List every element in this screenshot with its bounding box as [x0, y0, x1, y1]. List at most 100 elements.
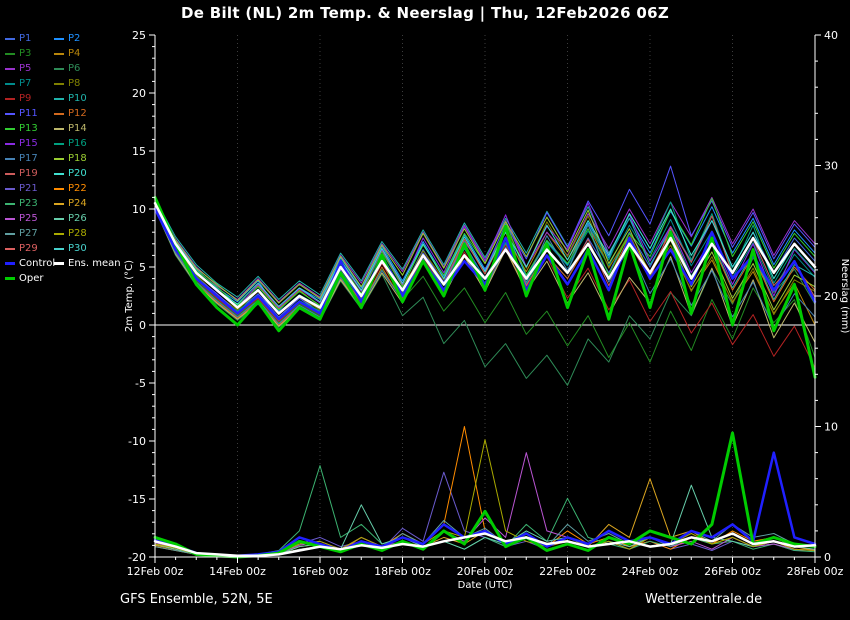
legend-swatch	[54, 143, 64, 145]
legend-label: Control	[19, 258, 55, 269]
axis-label-text: Date (UTC)	[458, 580, 513, 591]
legend-item-p8: P8	[54, 76, 155, 91]
legend-label: P14	[68, 123, 87, 134]
axis-label-text: 14Feb 00z	[209, 565, 266, 578]
legend-swatch	[5, 98, 15, 100]
legend-item-p16: P16	[54, 136, 155, 151]
legend-label: P5	[19, 63, 31, 74]
legend-label: P1	[19, 33, 31, 44]
legend-item-p23: P23	[5, 196, 52, 211]
legend-item-p27: P27	[5, 226, 52, 241]
legend-swatch	[5, 143, 15, 145]
legend-swatch	[54, 128, 64, 130]
legend-label: P29	[19, 243, 38, 254]
legend-label: P23	[19, 198, 38, 209]
legend-label: Oper	[19, 273, 43, 284]
legend-swatch	[54, 203, 64, 205]
footer-model-label: GFS Ensemble, 52N, 5E	[120, 592, 273, 607]
legend-label: P13	[19, 123, 38, 134]
legend-swatch	[54, 173, 64, 175]
legend-label: P26	[68, 213, 87, 224]
legend-swatch	[54, 233, 64, 235]
legend-swatch	[54, 262, 64, 265]
legend-label: P20	[68, 168, 87, 179]
legend-label: P17	[19, 153, 38, 164]
legend-item-p6: P6	[54, 61, 155, 76]
legend: P1P2P3P4P5P6P7P8P9P10P11P12P13P14P15P16P…	[5, 31, 155, 286]
legend-item-p10: P10	[54, 91, 155, 106]
legend-label: P4	[68, 48, 80, 59]
series-ens-mean	[155, 534, 815, 556]
axis-label-text: -5	[135, 377, 146, 390]
axis-label-text: 12Feb 00z	[127, 565, 184, 578]
legend-label: P11	[19, 108, 38, 119]
legend-label: P19	[19, 168, 38, 179]
legend-swatch	[54, 98, 64, 100]
legend-item-p1: P1	[5, 31, 52, 46]
legend-swatch	[5, 233, 15, 235]
axis-label-text: -20	[128, 551, 146, 564]
legend-label: P30	[68, 243, 87, 254]
legend-swatch	[54, 113, 64, 115]
legend-swatch	[54, 188, 64, 190]
axis-label-text: 0	[139, 319, 146, 332]
legend-item-p18: P18	[54, 151, 155, 166]
legend-item-p17: P17	[5, 151, 52, 166]
legend-swatch	[5, 83, 15, 85]
legend-item-p20: P20	[54, 166, 155, 181]
legend-label: P6	[68, 63, 80, 74]
legend-item-oper: Oper	[5, 271, 52, 286]
legend-label: P2	[68, 33, 80, 44]
legend-swatch	[54, 218, 64, 220]
legend-swatch	[54, 248, 64, 250]
legend-swatch	[5, 262, 15, 265]
legend-label: P24	[68, 198, 87, 209]
legend-label: P27	[19, 228, 38, 239]
legend-label: P12	[68, 108, 87, 119]
legend-swatch	[54, 68, 64, 70]
axis-label-text: 18Feb 00z	[374, 565, 431, 578]
legend-swatch	[5, 188, 15, 190]
footer-site-label: Wetterzentrale.de	[645, 592, 762, 607]
legend-item-p4: P4	[54, 46, 155, 61]
axis-label-text: 26Feb 00z	[704, 565, 761, 578]
axis-label-text: 20	[824, 290, 838, 303]
legend-item-control: Control	[5, 256, 52, 271]
legend-label: P16	[68, 138, 87, 149]
legend-swatch	[5, 53, 15, 55]
legend-item-ens-mean: Ens. mean	[54, 256, 155, 271]
legend-swatch	[54, 53, 64, 55]
legend-item-p28: P28	[54, 226, 155, 241]
legend-swatch	[5, 113, 15, 115]
axis-label-text: 22Feb 00z	[539, 565, 596, 578]
ensemble-chart-page: De Bilt (NL) 2m Temp. & Neerslag | Thu, …	[0, 0, 850, 620]
legend-label: P9	[19, 93, 31, 104]
legend-label: P8	[68, 78, 80, 89]
legend-swatch	[5, 38, 15, 40]
legend-label: P18	[68, 153, 87, 164]
axis-label-text: Neerslag (mm)	[839, 259, 850, 334]
legend-item-p22: P22	[54, 181, 155, 196]
legend-item-p7: P7	[5, 76, 52, 91]
legend-item-p26: P26	[54, 211, 155, 226]
legend-item-p19: P19	[5, 166, 52, 181]
legend-label: P7	[19, 78, 31, 89]
legend-swatch	[54, 38, 64, 40]
legend-item-p25: P25	[5, 211, 52, 226]
legend-label: P25	[19, 213, 38, 224]
legend-label: P3	[19, 48, 31, 59]
legend-item-p2: P2	[54, 31, 155, 46]
legend-item-p5: P5	[5, 61, 52, 76]
legend-item-p21: P21	[5, 181, 52, 196]
legend-swatch	[54, 158, 64, 160]
legend-label: Ens. mean	[68, 258, 121, 269]
axis-label-text: 16Feb 00z	[292, 565, 349, 578]
series-p27	[155, 521, 815, 556]
legend-item-p14: P14	[54, 121, 155, 136]
legend-label: P21	[19, 183, 38, 194]
axis-label-text: 30	[824, 160, 838, 173]
axis-label-text: 28Feb 00z	[787, 565, 844, 578]
axis-label-text: -10	[128, 435, 146, 448]
legend-label: P10	[68, 93, 87, 104]
axis-label-text: 20Feb 00z	[457, 565, 514, 578]
